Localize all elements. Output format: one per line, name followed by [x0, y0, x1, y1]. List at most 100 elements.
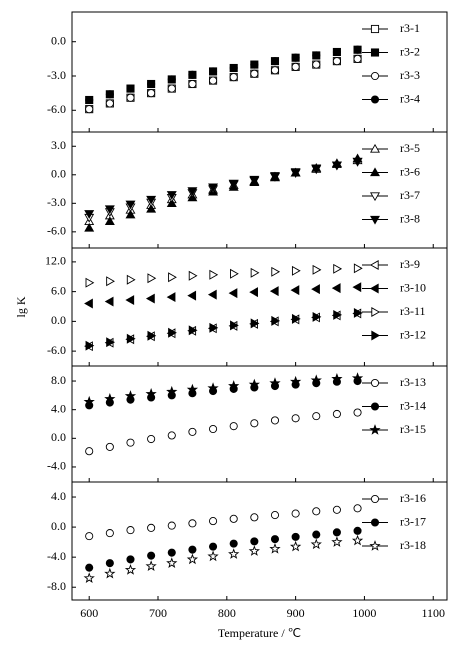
- data-point: [291, 53, 300, 62]
- panel-frame: [71, 365, 448, 483]
- data-point: [187, 290, 197, 301]
- data-point: [250, 513, 259, 522]
- data-point: [166, 385, 178, 397]
- data-point: [146, 195, 157, 205]
- data-point: [105, 529, 114, 538]
- y-tick-label: 0.0: [51, 167, 66, 181]
- legend-marker: [370, 494, 380, 504]
- data-point: [229, 422, 238, 431]
- data-point: [249, 287, 258, 298]
- data-point: [310, 538, 322, 550]
- y-tick-label: -6.0: [47, 102, 66, 116]
- data-point: [352, 157, 363, 167]
- data-point: [84, 222, 95, 232]
- data-point: [332, 47, 341, 57]
- y-tick-label: -3.0: [47, 195, 66, 209]
- data-point: [126, 333, 136, 344]
- legend-label: r3-15: [400, 422, 426, 436]
- legend-label: r3-9: [400, 257, 420, 271]
- data-point: [228, 288, 238, 299]
- data-point: [209, 542, 218, 551]
- data-point: [188, 325, 198, 336]
- data-point: [271, 315, 281, 326]
- data-point: [104, 296, 114, 307]
- data-point: [106, 276, 115, 287]
- data-point: [229, 539, 238, 548]
- data-point: [85, 532, 94, 541]
- x-tick-label: 1000: [352, 606, 376, 620]
- data-point: [147, 551, 156, 560]
- data-point: [147, 523, 156, 532]
- legend-label: r3-1: [400, 21, 420, 35]
- y-tick-label: -8.0: [47, 579, 66, 593]
- data-point: [312, 51, 321, 60]
- legend-marker: [370, 95, 380, 104]
- data-point: [147, 89, 156, 98]
- data-point: [269, 542, 281, 554]
- x-axis-label: Temperature / ℃: [218, 626, 301, 640]
- data-point: [312, 264, 322, 275]
- data-point: [291, 414, 300, 423]
- data-point: [104, 216, 115, 226]
- panel-frame: [71, 131, 448, 249]
- data-point: [85, 340, 95, 351]
- data-point: [250, 60, 259, 69]
- data-point: [331, 536, 343, 547]
- data-point: [126, 84, 135, 93]
- data-point: [126, 526, 135, 535]
- data-point: [333, 309, 343, 320]
- data-point: [83, 572, 95, 583]
- y-tick-label: 4.0: [51, 489, 66, 503]
- data-point: [228, 179, 239, 189]
- data-point: [105, 99, 114, 108]
- data-point: [186, 383, 199, 395]
- y-tick-label: 12.0: [45, 254, 66, 268]
- y-tick-label: -6.0: [47, 343, 66, 357]
- data-point: [248, 545, 260, 556]
- data-point: [126, 555, 135, 564]
- data-point: [105, 442, 114, 451]
- data-point: [147, 330, 157, 341]
- data-point: [230, 320, 239, 331]
- data-point: [333, 263, 343, 274]
- data-point: [209, 269, 219, 280]
- panel-frame: [71, 11, 448, 133]
- data-point: [188, 70, 197, 79]
- data-point: [167, 521, 176, 530]
- data-point: [270, 172, 280, 181]
- data-point: [229, 514, 238, 523]
- data-point: [291, 265, 301, 276]
- data-point: [124, 564, 137, 575]
- legend-label: r3-13: [400, 375, 426, 389]
- data-point: [126, 274, 136, 285]
- y-tick-label: -4.0: [47, 549, 66, 563]
- data-point: [188, 519, 197, 528]
- data-point: [84, 210, 95, 219]
- data-point: [124, 390, 137, 401]
- data-point: [312, 507, 321, 516]
- data-point: [230, 268, 239, 279]
- legend-marker: [370, 192, 380, 202]
- data-point: [125, 200, 136, 210]
- y-tick-label: -6.0: [47, 224, 66, 238]
- y-tick-label: 0.0: [51, 33, 66, 47]
- data-point: [290, 285, 300, 296]
- data-point: [85, 447, 94, 456]
- legend-label: r3-5: [400, 141, 420, 155]
- data-point: [250, 267, 260, 278]
- data-point: [147, 434, 156, 444]
- data-point: [270, 57, 280, 66]
- data-point: [209, 322, 219, 333]
- legend-marker: [371, 307, 381, 317]
- data-point: [207, 382, 219, 393]
- data-point: [311, 164, 322, 174]
- y-tick-label: 8.0: [51, 373, 66, 387]
- data-point: [351, 372, 364, 383]
- data-point: [145, 388, 157, 399]
- data-point: [291, 532, 300, 541]
- data-point: [269, 377, 281, 388]
- data-point: [85, 277, 95, 288]
- data-point: [312, 311, 322, 322]
- data-point: [147, 273, 157, 284]
